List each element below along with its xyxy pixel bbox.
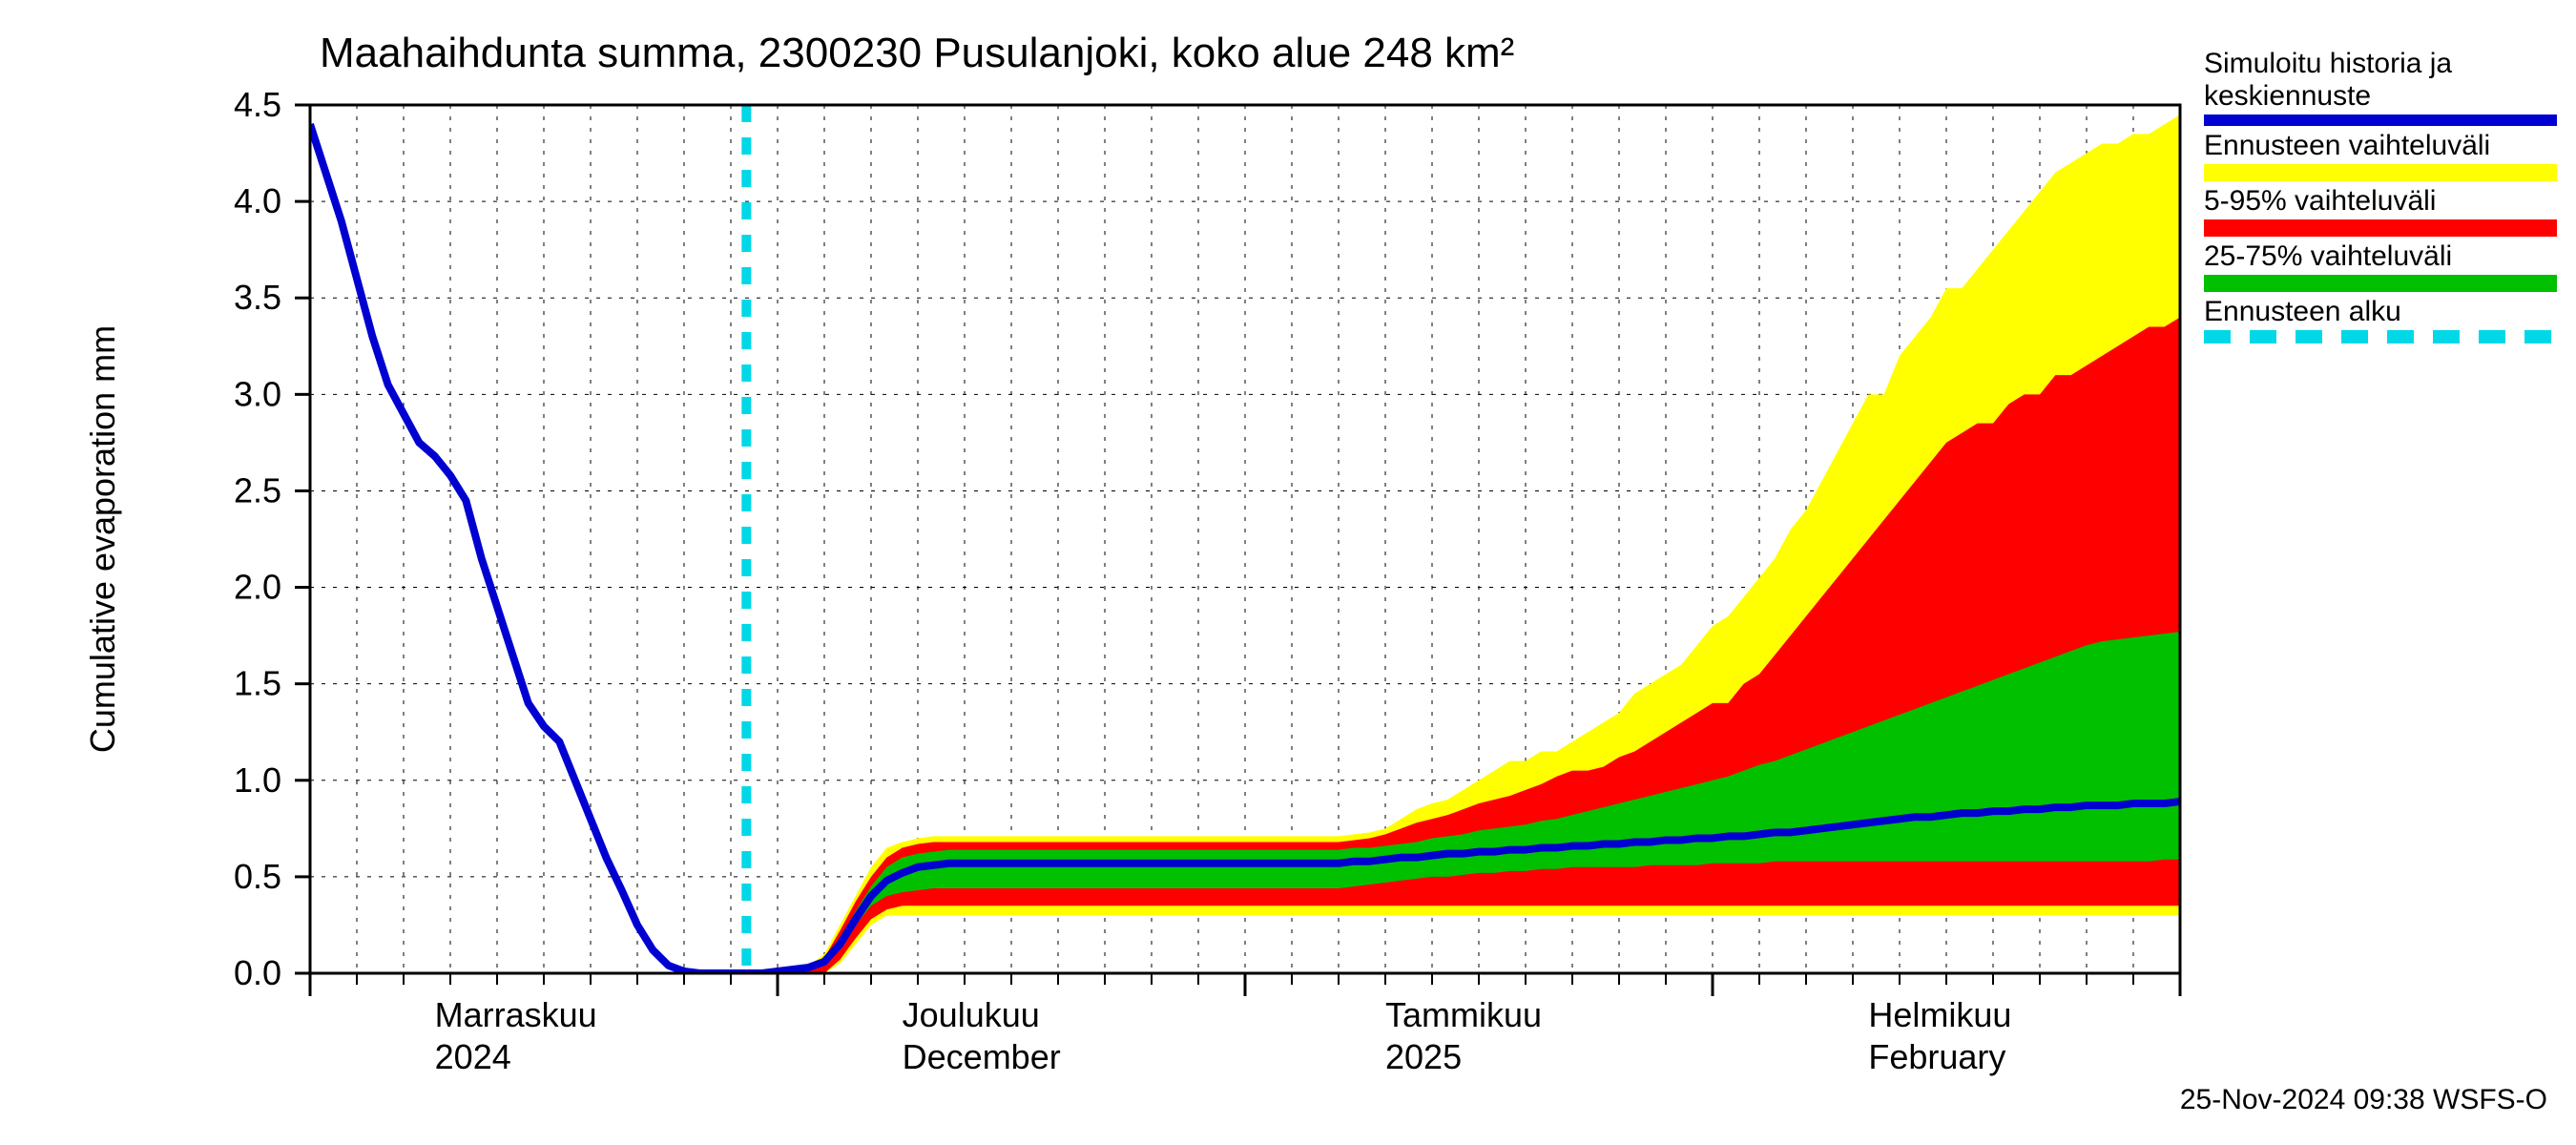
legend-entry-3: 25-75% vaihteluväli (2204, 240, 2557, 292)
legend-swatch (2204, 164, 2557, 181)
svg-text:Cumulative evaporation mm: Cumulative evaporation mm (83, 325, 122, 753)
svg-text:Tammikuu: Tammikuu (1385, 995, 1542, 1034)
svg-text:2025: 2025 (1385, 1037, 1462, 1076)
legend-swatch (2204, 219, 2557, 237)
svg-text:Helmikuu: Helmikuu (1868, 995, 2011, 1034)
svg-text:0.0: 0.0 (234, 953, 281, 992)
svg-text:4.5: 4.5 (234, 85, 281, 124)
legend-label: keskiennuste (2204, 80, 2557, 113)
svg-text:Marraskuu: Marraskuu (435, 995, 597, 1034)
svg-text:Joulukuu: Joulukuu (903, 995, 1040, 1034)
svg-text:Maahaihdunta summa, 2300230 Pu: Maahaihdunta summa, 2300230 Pusulanjoki,… (320, 30, 1514, 76)
svg-text:0.5: 0.5 (234, 857, 281, 896)
legend-swatch (2204, 330, 2557, 344)
legend-swatch (2204, 275, 2557, 292)
svg-text:3.0: 3.0 (234, 374, 281, 413)
legend-entry-2: 5-95% vaihteluväli (2204, 185, 2557, 237)
evaporation-chart: 0.00.51.01.52.02.53.03.54.04.5Marraskuu2… (0, 0, 2576, 1145)
legend-entry-4: Ennusteen alku (2204, 296, 2557, 344)
svg-text:3.5: 3.5 (234, 278, 281, 317)
legend-entry-1: Ennusteen vaihteluväli (2204, 130, 2557, 181)
legend-label: Ennusteen vaihteluväli (2204, 130, 2557, 162)
svg-text:1.5: 1.5 (234, 664, 281, 703)
svg-text:February: February (1868, 1037, 2005, 1076)
legend-entry-0: Simuloitu historia jakeskiennuste (2204, 48, 2557, 126)
legend-label: 25-75% vaihteluväli (2204, 240, 2557, 273)
svg-text:December: December (903, 1037, 1061, 1076)
legend-label: Simuloitu historia ja (2204, 48, 2557, 80)
svg-text:4.0: 4.0 (234, 181, 281, 220)
svg-text:1.0: 1.0 (234, 760, 281, 800)
legend-label: 5-95% vaihteluväli (2204, 185, 2557, 218)
legend: Simuloitu historia jakeskiennuste Ennuste… (2204, 48, 2557, 347)
svg-text:2.5: 2.5 (234, 470, 281, 510)
svg-text:2.0: 2.0 (234, 568, 281, 607)
legend-swatch (2204, 114, 2557, 126)
svg-text:2024: 2024 (435, 1037, 511, 1076)
footer-timestamp: 25-Nov-2024 09:38 WSFS-O (2180, 1084, 2547, 1116)
legend-label: Ennusteen alku (2204, 296, 2557, 328)
